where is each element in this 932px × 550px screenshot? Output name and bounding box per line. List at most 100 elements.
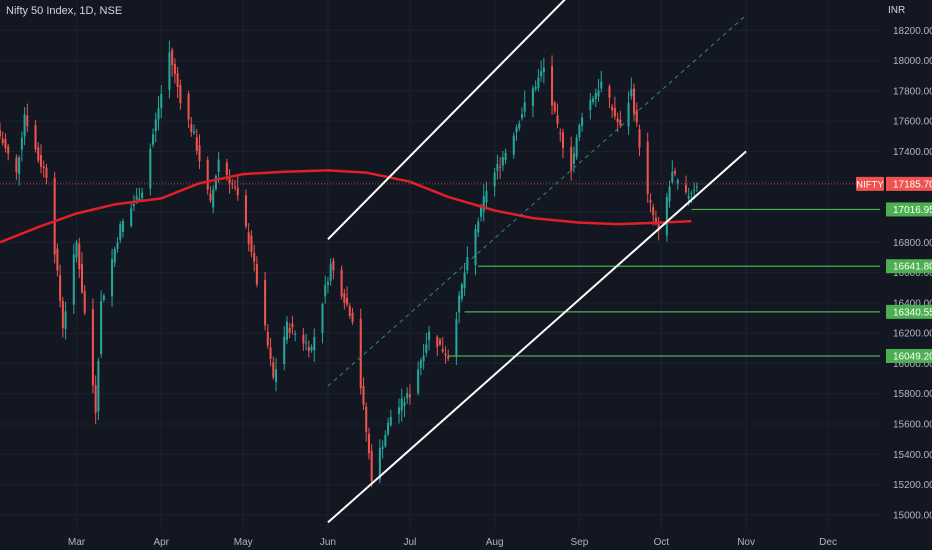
candle-body <box>444 353 447 356</box>
candle-body <box>447 356 450 359</box>
candle-body <box>540 71 543 77</box>
y-tick-label: 18200.00 <box>893 26 932 37</box>
candle-body <box>154 119 157 132</box>
candle-body <box>37 147 40 161</box>
candle-body <box>346 297 349 305</box>
candle-body <box>80 263 84 293</box>
candle-body <box>264 280 267 326</box>
candle-body <box>657 222 660 231</box>
candle-body <box>499 166 502 168</box>
candle-body <box>501 157 504 166</box>
candle-body <box>652 207 655 216</box>
candle-body <box>684 185 687 193</box>
y-tick-label: 18000.00 <box>893 56 932 67</box>
candle-body <box>168 52 171 91</box>
candle-body <box>45 167 48 179</box>
candle-body <box>370 450 373 482</box>
candle-body <box>630 88 633 97</box>
candle-body <box>348 306 351 316</box>
support-tag: 16340.55 <box>893 307 932 318</box>
candle-body <box>231 183 234 185</box>
candle-body <box>18 157 21 175</box>
candle-body <box>406 393 409 399</box>
candle-body <box>646 141 649 194</box>
candle-body <box>518 123 521 129</box>
candle-body <box>553 102 556 112</box>
y-tick-label: 15400.00 <box>893 450 932 461</box>
candle-body <box>291 323 294 328</box>
candle-body <box>534 87 537 90</box>
candle-body <box>7 146 10 154</box>
candle-body <box>654 217 657 224</box>
candle-body <box>121 221 125 232</box>
candle-body <box>212 189 215 208</box>
candle-body <box>266 331 269 346</box>
candle-body <box>463 272 466 289</box>
candle-body <box>313 337 316 351</box>
candle-body <box>594 93 597 100</box>
candle-body <box>217 159 220 172</box>
candle-body <box>15 157 18 173</box>
last-price-tag: 17185.70 <box>893 179 932 190</box>
candle-body <box>523 102 526 112</box>
candle-body <box>138 198 141 201</box>
candle-body <box>179 85 182 104</box>
candle-body <box>581 117 584 126</box>
candle-body <box>59 275 62 301</box>
candle-body <box>34 125 37 150</box>
candle-body <box>94 385 97 413</box>
candle-body <box>149 149 152 189</box>
candle-body <box>515 127 518 133</box>
channel-lower-line <box>327 150 747 524</box>
candle-body <box>441 349 444 352</box>
y-tick-label: 16800.00 <box>893 238 932 249</box>
candle-body <box>307 346 310 352</box>
y-tick-label: 17800.00 <box>893 86 932 97</box>
candle-body <box>193 131 196 134</box>
candle-body <box>324 285 327 297</box>
candle-body <box>294 333 297 335</box>
x-tick-label: Jul <box>404 537 417 548</box>
candle-body <box>97 360 100 411</box>
candle-body <box>570 147 573 171</box>
candle-body <box>343 293 346 303</box>
candle-body <box>693 189 696 191</box>
x-tick-label: May <box>234 537 253 548</box>
candle-body <box>687 195 690 199</box>
y-tick-label: 16600.00 <box>893 268 932 279</box>
candle-body <box>493 172 496 187</box>
candle-body <box>20 137 23 150</box>
y-tick-label: 15000.00 <box>893 510 932 521</box>
candle-body <box>78 243 81 270</box>
candle-body <box>288 327 291 333</box>
candle-body <box>214 175 217 190</box>
candle-body <box>119 224 122 240</box>
channel-mid-line <box>327 14 747 387</box>
candle-body <box>619 119 622 126</box>
candle-body <box>332 260 335 271</box>
candle-body <box>674 171 677 174</box>
candle-body <box>671 171 674 183</box>
candle-body <box>474 229 477 266</box>
candle-body <box>236 188 239 196</box>
candle-body <box>408 394 411 398</box>
candle-body <box>26 115 29 127</box>
x-tick-label: Oct <box>654 537 670 548</box>
candle-body <box>649 200 652 203</box>
candle-body <box>589 100 592 110</box>
candle-body <box>160 93 163 109</box>
candle-body <box>225 162 228 176</box>
candle-body <box>351 312 354 323</box>
candle-body <box>116 242 119 249</box>
candle-body <box>326 281 329 286</box>
candle-body <box>152 134 155 145</box>
candle-body <box>173 63 176 75</box>
candle-body <box>187 93 190 120</box>
candle-body <box>365 406 368 432</box>
candle-body <box>340 269 343 297</box>
candle-body <box>83 291 86 313</box>
candle-body <box>362 385 365 405</box>
support-tag-bg <box>886 348 932 363</box>
